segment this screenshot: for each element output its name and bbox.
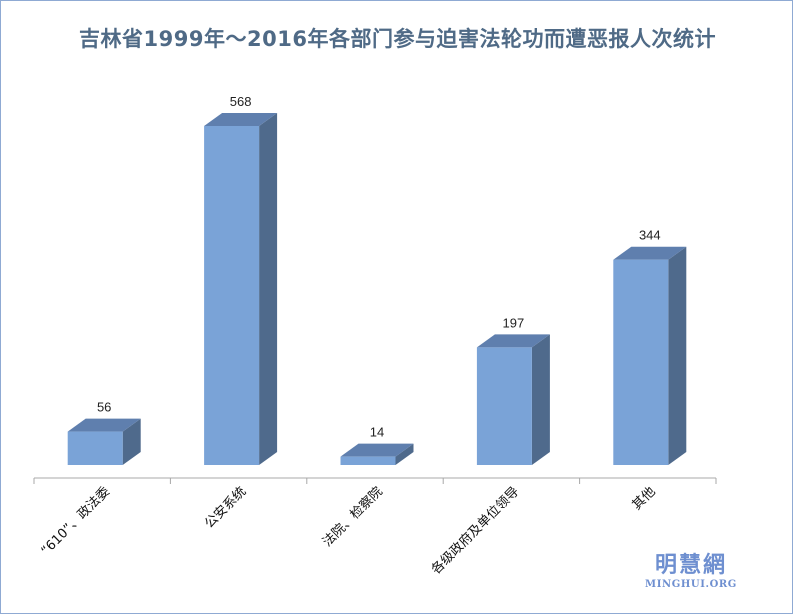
bar-top-face xyxy=(204,113,278,126)
data-label: 344 xyxy=(639,228,661,243)
bar xyxy=(204,126,260,465)
category-label: “610”、政法委 xyxy=(39,484,113,558)
bar-side-face xyxy=(395,443,414,465)
bar-side-face xyxy=(259,113,278,465)
bar-top-face xyxy=(340,443,414,457)
bar xyxy=(67,431,123,465)
category-label: 公安系统 xyxy=(202,484,249,531)
bar xyxy=(613,259,669,465)
category-label: 各级政府及单位领导 xyxy=(428,484,522,578)
watermark-chinese: 明慧網 xyxy=(654,553,727,578)
bar-top-face xyxy=(67,418,141,432)
bar-side-face xyxy=(668,246,687,465)
bar xyxy=(340,456,396,465)
bar-side-face xyxy=(122,418,141,465)
bar-side-face xyxy=(531,334,550,465)
bar-top-face xyxy=(476,334,550,348)
data-label: 568 xyxy=(230,94,252,109)
data-label: 197 xyxy=(503,315,525,330)
watermark-english: MINGHUI.ORG xyxy=(645,579,737,590)
bar xyxy=(476,347,532,465)
category-label: 其他 xyxy=(630,484,659,513)
minghui-watermark: 明慧網 MINGHUI.ORG xyxy=(641,553,741,591)
data-label: 56 xyxy=(97,400,111,415)
data-label: 14 xyxy=(370,425,384,440)
bar-top-face xyxy=(613,246,687,260)
category-label: 法院、检察院 xyxy=(320,484,386,550)
chart-title: 吉林省1999年～2016年各部门参与迫害法轮功而遭恶报人次统计 xyxy=(79,27,716,51)
